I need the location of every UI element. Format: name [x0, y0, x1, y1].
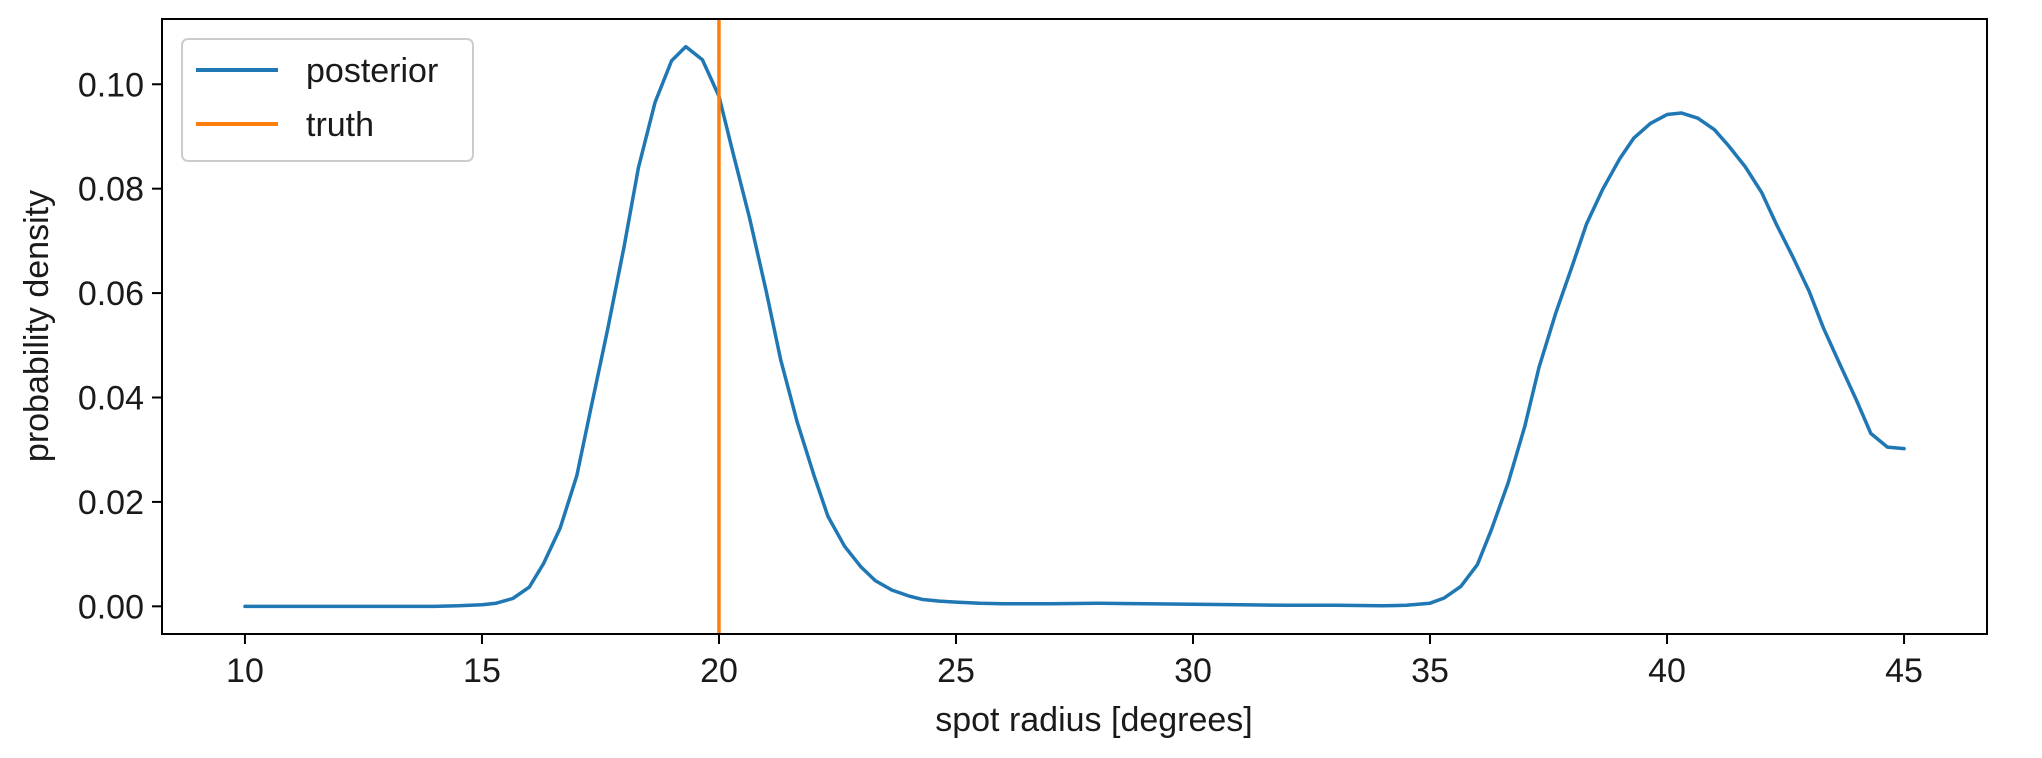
x-tick-label: 30 — [1174, 652, 1212, 690]
legend: posterior truth — [181, 38, 474, 162]
y-tick-label: 0.02 — [78, 484, 144, 522]
legend-label-truth: truth — [306, 106, 374, 144]
y-axis: 0.00 0.02 0.04 0.06 0.08 0.10 — [78, 66, 162, 626]
plot-frame — [161, 18, 1988, 635]
legend-label-posterior: posterior — [306, 52, 438, 90]
y-axis-label: probability density — [18, 190, 56, 462]
y-tick-label: 0.04 — [78, 380, 144, 418]
y-tick-label: 0.06 — [78, 275, 144, 313]
y-tick-label: 0.00 — [78, 588, 144, 626]
x-tick-label: 35 — [1411, 652, 1449, 690]
x-tick-label: 10 — [226, 652, 264, 690]
x-axis-label: spot radius [degrees] — [935, 701, 1253, 739]
x-tick-label: 45 — [1885, 652, 1923, 690]
y-tick-label: 0.08 — [78, 171, 144, 209]
plot-area — [243, 19, 1906, 634]
x-tick-label: 15 — [463, 652, 501, 690]
series-line-posterior — [243, 44, 1906, 609]
y-tick-label: 0.10 — [78, 66, 144, 104]
x-axis: 10 15 20 25 30 35 40 45 — [226, 634, 1923, 690]
x-tick-label: 20 — [700, 652, 738, 690]
x-tick-label: 25 — [937, 652, 975, 690]
x-tick-label: 40 — [1648, 652, 1686, 690]
